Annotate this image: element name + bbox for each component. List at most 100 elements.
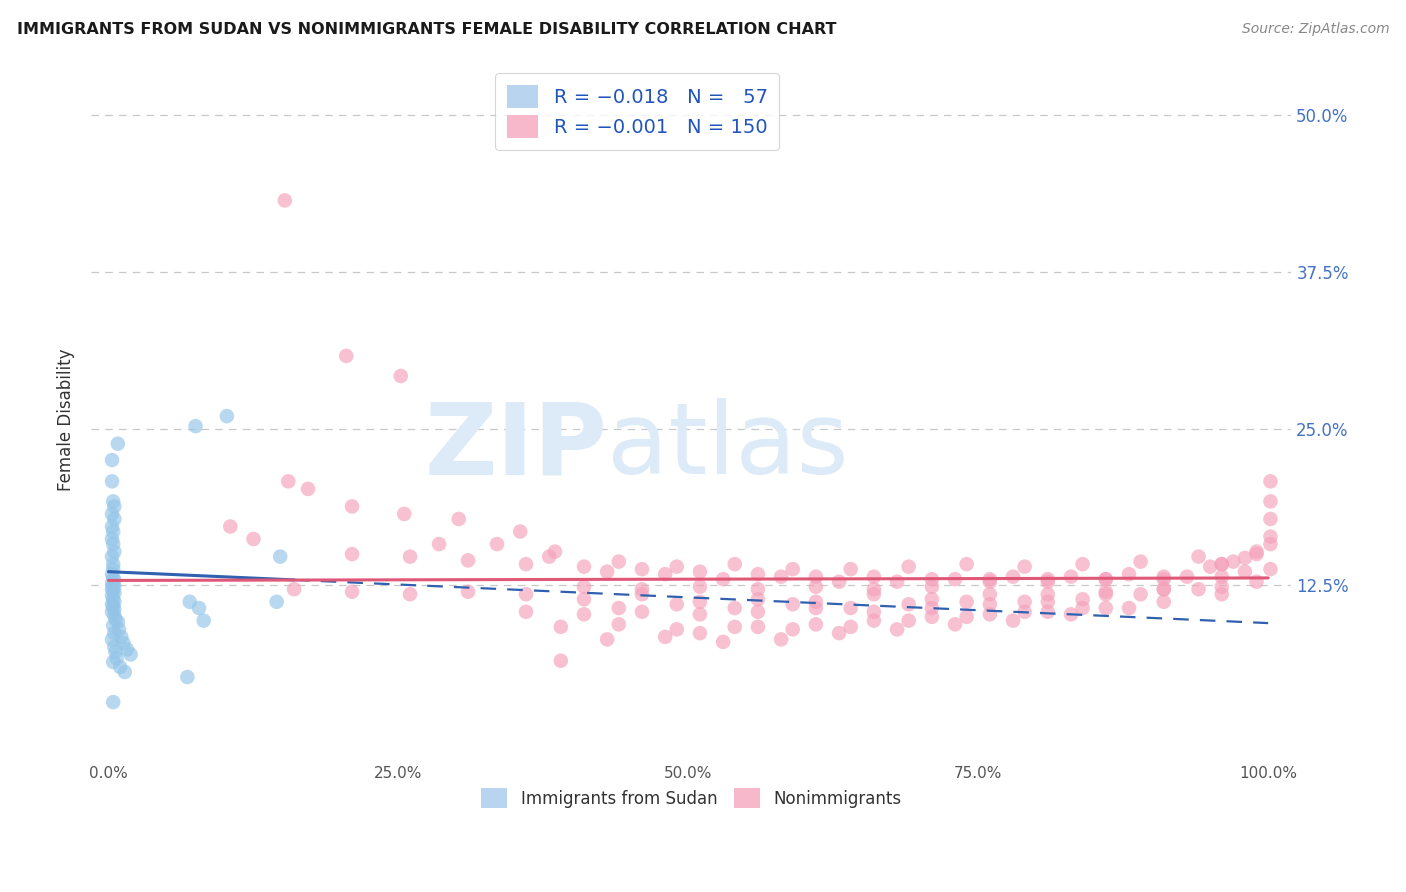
Point [1060, 607, 1083, 622]
Point [101, 567, 124, 582]
Point [101, 453, 124, 467]
Point [1036, 605, 1059, 619]
Point [1211, 580, 1233, 594]
Point [979, 572, 1001, 586]
Point [665, 623, 688, 637]
Point [1118, 601, 1140, 615]
Point [921, 592, 943, 607]
Text: Source: ZipAtlas.com: Source: ZipAtlas.com [1241, 22, 1389, 37]
Point [242, 532, 264, 546]
Point [921, 572, 943, 586]
Point [724, 557, 747, 571]
Point [1129, 555, 1152, 569]
Point [956, 595, 979, 609]
Point [654, 567, 676, 582]
Point [1260, 537, 1282, 551]
Point [103, 586, 125, 600]
Point [607, 555, 630, 569]
Point [747, 567, 769, 582]
Point [886, 574, 908, 589]
Point [943, 572, 966, 586]
Point [770, 570, 793, 584]
Point [596, 632, 619, 647]
Point [103, 592, 125, 607]
Point [839, 601, 862, 615]
Point [1071, 592, 1094, 607]
Point [340, 584, 363, 599]
Point [509, 524, 531, 539]
Point [104, 612, 127, 626]
Point [103, 571, 125, 585]
Point [921, 610, 943, 624]
Point [804, 570, 827, 584]
Point [897, 597, 920, 611]
Point [770, 632, 793, 647]
Point [979, 597, 1001, 611]
Point [979, 587, 1001, 601]
Point [103, 524, 125, 539]
Point [389, 369, 412, 384]
Point [515, 605, 537, 619]
Point [1153, 572, 1175, 586]
Point [103, 580, 125, 594]
Text: atlas: atlas [607, 398, 849, 495]
Point [101, 475, 124, 489]
Point [105, 651, 128, 665]
Point [631, 582, 654, 597]
Point [1002, 570, 1025, 584]
Point [689, 607, 711, 622]
Point [1211, 557, 1233, 571]
Legend: Immigrants from Sudan, Nonimmigrants: Immigrants from Sudan, Nonimmigrants [474, 781, 908, 814]
Point [103, 655, 125, 669]
Point [1260, 475, 1282, 489]
Point [665, 597, 688, 611]
Point [1060, 570, 1083, 584]
Point [1118, 567, 1140, 582]
Point [103, 544, 125, 558]
Point [1071, 557, 1094, 571]
Point [747, 592, 769, 607]
Y-axis label: Female Disability: Female Disability [58, 348, 75, 491]
Point [1187, 549, 1209, 564]
Point [188, 601, 211, 615]
Point [863, 570, 886, 584]
Point [1246, 547, 1268, 561]
Point [120, 648, 142, 662]
Point [897, 559, 920, 574]
Point [112, 636, 135, 650]
Point [101, 605, 124, 619]
Point [943, 617, 966, 632]
Point [107, 615, 129, 629]
Point [572, 580, 595, 594]
Point [1002, 614, 1025, 628]
Point [804, 601, 827, 615]
Point [550, 620, 572, 634]
Point [103, 599, 125, 614]
Point [394, 507, 416, 521]
Point [101, 519, 124, 533]
Point [115, 642, 138, 657]
Point [863, 582, 886, 597]
Point [921, 601, 943, 615]
Point [515, 557, 537, 571]
Point [269, 549, 291, 564]
Point [544, 544, 567, 558]
Point [711, 572, 734, 586]
Point [103, 618, 125, 632]
Point [689, 580, 711, 594]
Point [572, 592, 595, 607]
Point [108, 623, 131, 637]
Point [1036, 595, 1059, 609]
Point [485, 537, 508, 551]
Point [103, 494, 125, 508]
Point [1094, 601, 1116, 615]
Point [631, 587, 654, 601]
Point [979, 574, 1001, 589]
Point [782, 623, 804, 637]
Point [979, 607, 1001, 622]
Point [956, 610, 979, 624]
Point [886, 623, 908, 637]
Point [103, 695, 125, 709]
Point [631, 605, 654, 619]
Point [689, 565, 711, 579]
